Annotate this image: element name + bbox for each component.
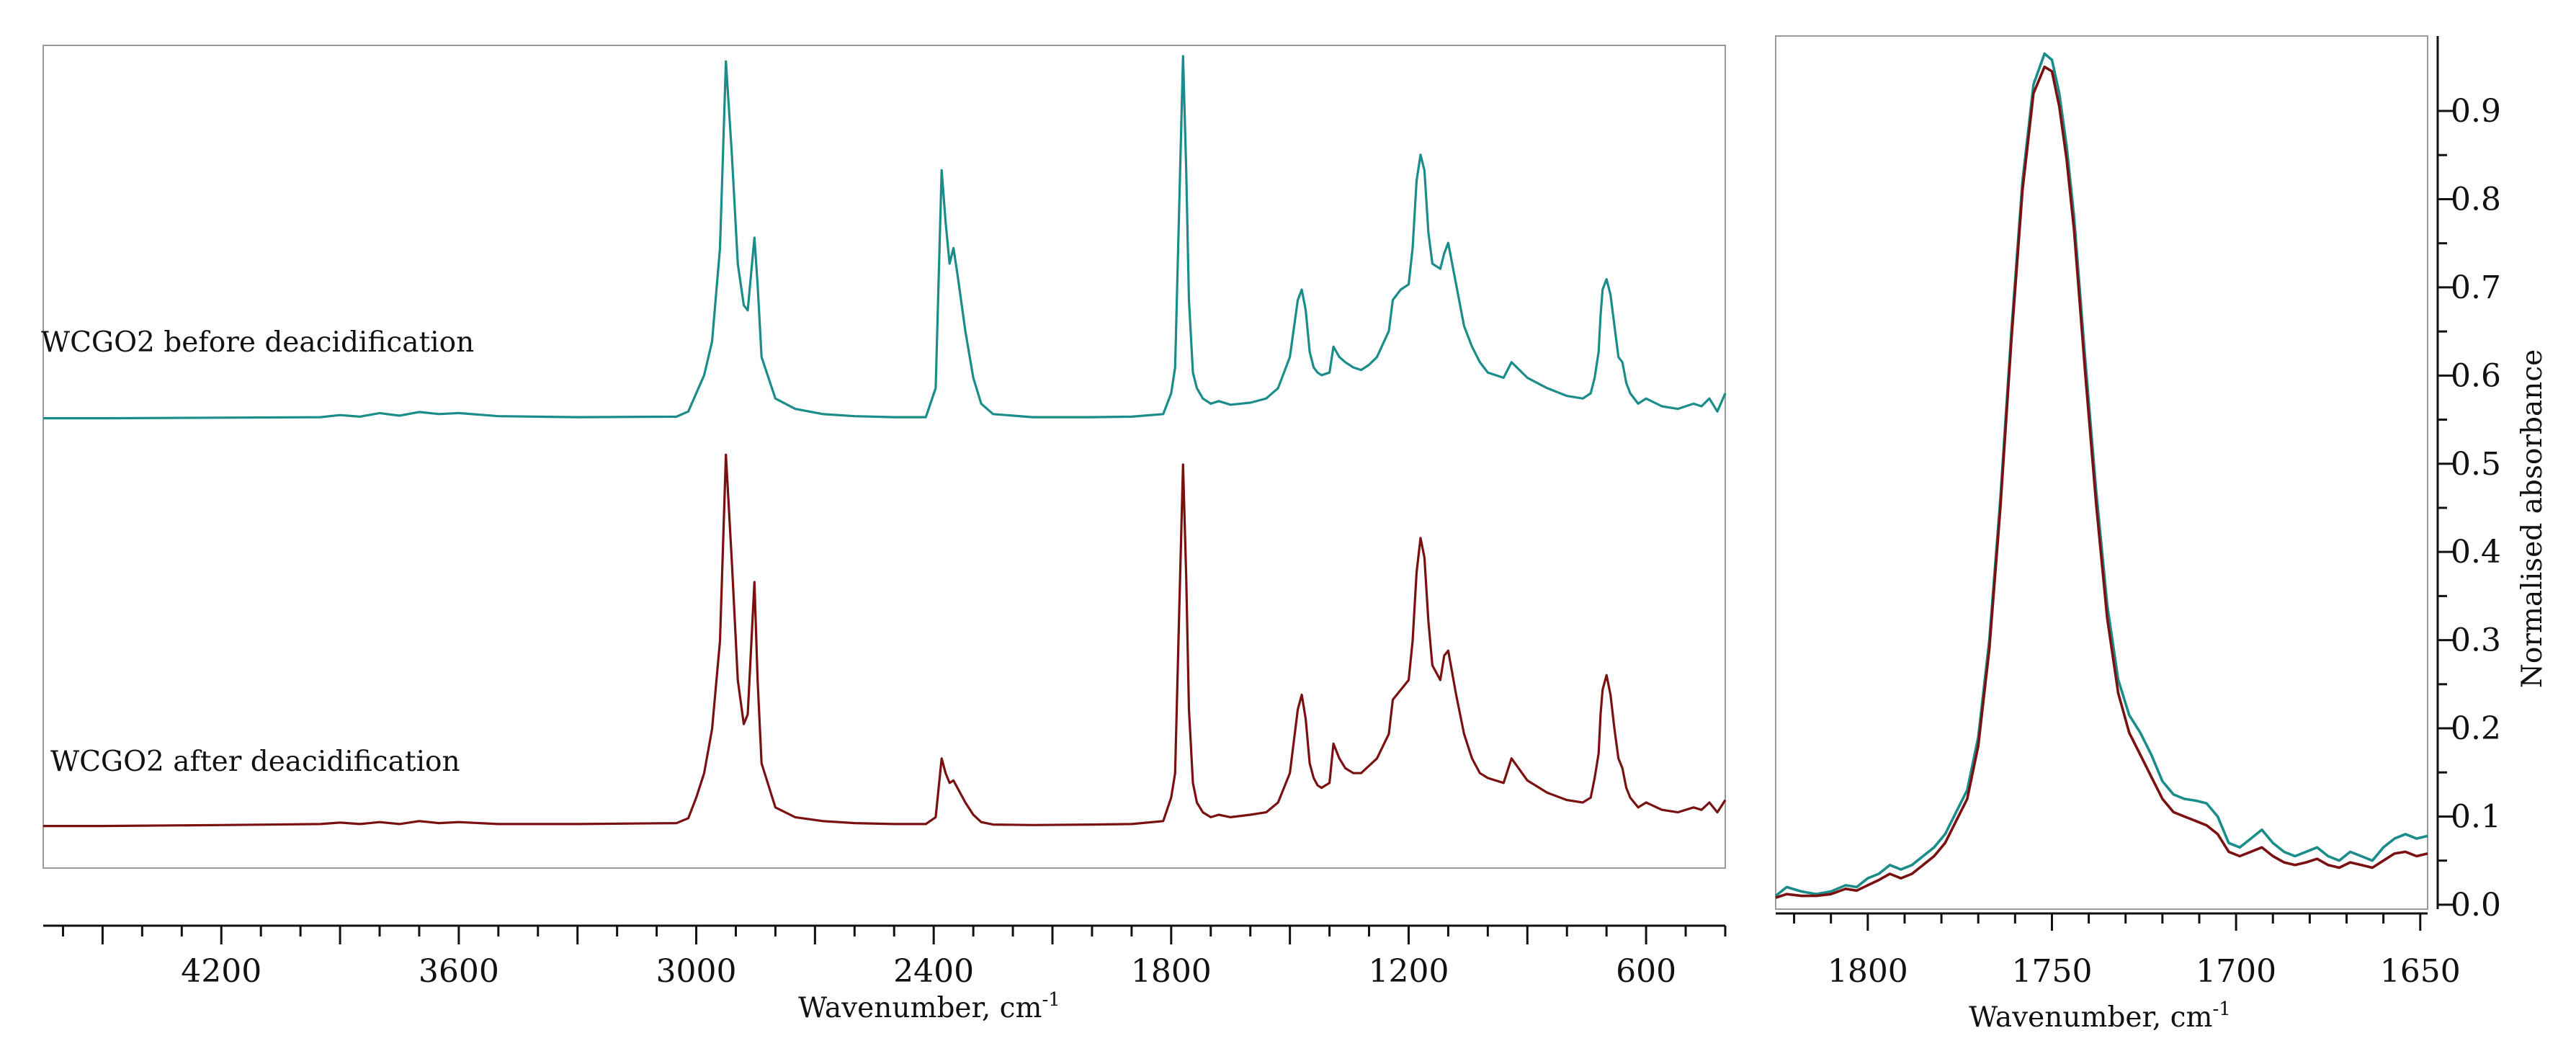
x-tick-label: 3000 xyxy=(656,953,737,990)
x-tick-label: 4200 xyxy=(181,953,261,990)
spectrum-line-after xyxy=(43,453,1727,828)
left-x-axis-title-sup: -1 xyxy=(1042,989,1060,1011)
y-tick-label: 0.7 xyxy=(2451,269,2501,306)
x-tick-label: 1650 xyxy=(2380,953,2461,990)
x-tick-label: 1200 xyxy=(1368,953,1449,990)
right-y-axis-title: Normalised absorbance xyxy=(2516,349,2549,689)
x-tick-label: 1800 xyxy=(1131,953,1212,990)
y-tick-label: 0.3 xyxy=(2451,622,2501,659)
y-tick-label: 0.8 xyxy=(2451,181,2501,218)
right-plot-frame xyxy=(1775,35,2428,910)
series-label-before: WCGO2 before deacidification xyxy=(41,326,474,359)
zoom-line-before xyxy=(1774,52,2428,898)
y-tick-label: 0.1 xyxy=(2451,798,2501,835)
x-tick-label: 2400 xyxy=(893,953,974,990)
right-x-axis-title: Wavenumber, cm-1 xyxy=(1969,998,2231,1034)
x-tick-label: 3600 xyxy=(419,953,499,990)
y-tick-label: 0.6 xyxy=(2451,357,2501,394)
x-tick-label: 1800 xyxy=(1828,953,1908,990)
y-tick-label: 0.5 xyxy=(2451,446,2501,483)
right-x-axis-title-text: Wavenumber, cm xyxy=(1969,1001,2212,1034)
right-x-axis-title-sup: -1 xyxy=(2212,998,2230,1020)
y-tick-label: 0.9 xyxy=(2451,93,2501,130)
zoom-panel: 0.0 0.1 0.2 0.3 0.4 0.5 0.6 0.7 0.8 0.9 Normalise… xyxy=(1774,35,2549,1034)
y-tick-label: 0.4 xyxy=(2451,534,2501,571)
zoom-line-after xyxy=(1775,66,2428,899)
right-y-ticks: 0.0 0.1 0.2 0.3 0.4 0.5 0.6 0.7 0.8 0.9 xyxy=(2438,93,2501,924)
series-label-after: WCGO2 after deacidification xyxy=(50,746,460,778)
x-tick-label: 1700 xyxy=(2196,953,2276,990)
left-plot-frame xyxy=(43,45,1726,869)
full-spectrum-panel: WCGO2 before deacidification WCGO2 after… xyxy=(41,45,1727,1024)
right-series-group xyxy=(1774,52,2428,899)
y-tick-label: 0.2 xyxy=(2451,710,2501,747)
left-x-axis-title: Wavenumber, cm-1 xyxy=(798,989,1060,1024)
x-tick-label: 1750 xyxy=(2011,953,2092,990)
x-tick-label: 600 xyxy=(1616,953,1676,990)
y-tick-label: 0.0 xyxy=(2451,887,2501,924)
left-x-axis-title-text: Wavenumber, cm xyxy=(798,992,1042,1024)
spectrum-line-before xyxy=(43,55,1727,420)
left-x-ticks: 4200 3600 3000 2400 1800 1200 600 xyxy=(61,926,1727,990)
right-x-ticks: 1800 1750 1700 1650 xyxy=(1793,913,2461,990)
left-series-group xyxy=(43,55,1727,828)
